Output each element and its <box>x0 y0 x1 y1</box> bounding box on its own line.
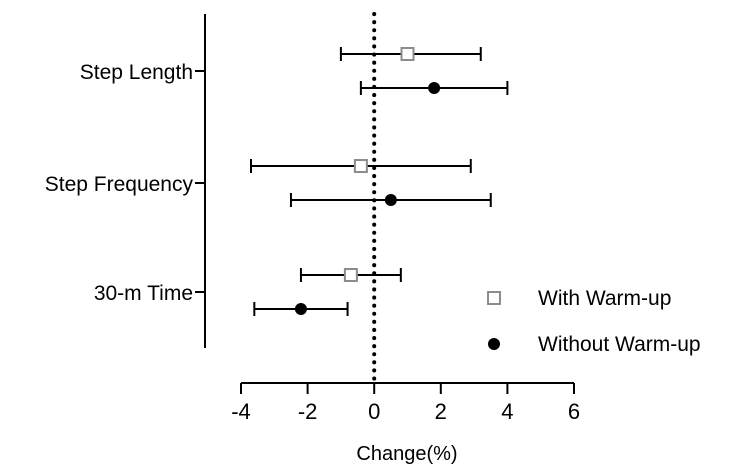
legend: With Warm-up Without Warm-up <box>487 287 701 356</box>
data-point-circle <box>294 303 307 315</box>
legend-marker-square <box>487 291 501 305</box>
series-group <box>249 47 509 316</box>
data-point-square <box>400 47 415 61</box>
x-tick-label: 2 <box>435 399 447 424</box>
x-tick-label: 0 <box>368 399 380 424</box>
legend-marker-circle <box>488 338 500 350</box>
legend-label: Without Warm-up <box>538 333 701 356</box>
category-label: 30-m Time <box>94 282 193 305</box>
x-tick-label: ‑2 <box>298 399 318 424</box>
data-point-circle <box>384 194 397 206</box>
legend-label: With Warm-up <box>538 287 671 310</box>
x-tick-label: ‑4 <box>231 399 251 424</box>
data-point-square <box>343 268 358 282</box>
x-tick-label: 6 <box>568 399 580 424</box>
data-point-square <box>353 159 368 173</box>
category-label: Step Length <box>80 61 193 84</box>
category-label: Step Frequency <box>45 173 194 196</box>
x-axis-title: Change(%) <box>356 443 457 465</box>
data-point-circle <box>428 82 441 94</box>
x-tick-label: 4 <box>501 399 513 424</box>
y-axis: Step Length Step Frequency 30-m Time <box>45 14 206 348</box>
x-axis: ‑4 ‑2 0 2 4 6 <box>231 382 580 424</box>
